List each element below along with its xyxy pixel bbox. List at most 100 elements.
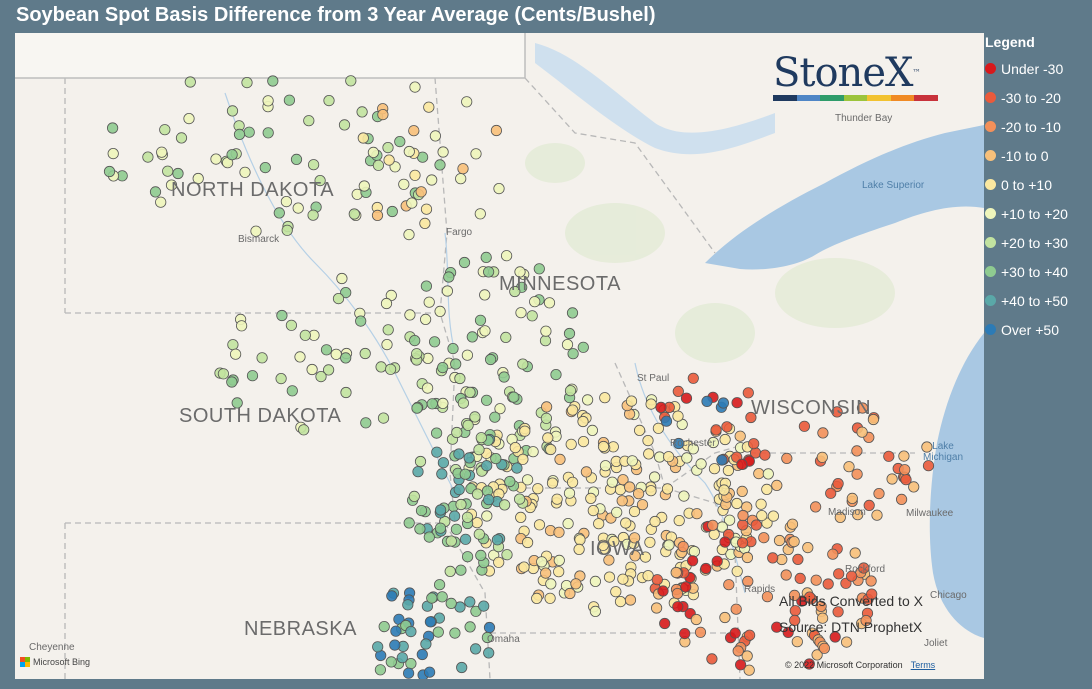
basis-point[interactable] (873, 487, 885, 500)
basis-point[interactable] (761, 591, 774, 603)
basis-point[interactable] (624, 594, 637, 606)
basis-point[interactable] (753, 467, 765, 480)
basis-point[interactable] (377, 412, 390, 424)
basis-point[interactable] (849, 547, 861, 559)
basis-point[interactable] (474, 314, 487, 326)
basis-point[interactable] (895, 493, 908, 505)
basis-point[interactable] (107, 148, 119, 160)
basis-point[interactable] (608, 535, 620, 547)
basis-point[interactable] (436, 468, 448, 480)
basis-point[interactable] (403, 517, 415, 529)
basis-point[interactable] (437, 457, 449, 469)
basis-point[interactable] (385, 656, 397, 668)
basis-point[interactable] (620, 517, 632, 529)
basis-point[interactable] (831, 406, 843, 418)
basis-point[interactable] (236, 320, 248, 332)
basis-point[interactable] (661, 483, 674, 495)
basis-point[interactable] (803, 658, 815, 670)
basis-point[interactable] (483, 621, 496, 634)
basis-point[interactable] (771, 479, 783, 491)
basis-point[interactable] (280, 196, 292, 208)
basis-point[interactable] (723, 579, 735, 591)
basis-point[interactable] (649, 515, 661, 528)
basis-point[interactable] (732, 645, 744, 657)
basis-point[interactable] (815, 600, 827, 613)
basis-point[interactable] (456, 661, 468, 674)
basis-point[interactable] (662, 451, 675, 463)
basis-point[interactable] (390, 625, 402, 637)
basis-point[interactable] (719, 433, 731, 446)
basis-point[interactable] (540, 401, 553, 413)
basis-point[interactable] (731, 397, 743, 409)
basis-point[interactable] (437, 361, 449, 374)
basis-point[interactable] (540, 412, 553, 424)
basis-point[interactable] (736, 485, 748, 497)
basis-point[interactable] (428, 336, 441, 348)
basis-point[interactable] (466, 331, 478, 343)
basis-point[interactable] (561, 338, 574, 351)
basis-point[interactable] (430, 427, 443, 439)
basis-point[interactable] (553, 566, 565, 578)
basis-point[interactable] (454, 372, 466, 385)
basis-point[interactable] (381, 338, 393, 351)
basis-point[interactable] (567, 348, 579, 360)
basis-point[interactable] (509, 441, 521, 454)
basis-point[interactable] (843, 461, 855, 473)
basis-point[interactable] (262, 95, 274, 107)
basis-point[interactable] (645, 485, 657, 497)
basis-point[interactable] (846, 492, 858, 504)
basis-point[interactable] (479, 325, 491, 337)
basis-point[interactable] (628, 532, 641, 544)
basis-point[interactable] (566, 404, 579, 416)
terms-link[interactable]: Terms (910, 660, 936, 670)
basis-point[interactable] (481, 460, 493, 472)
basis-point[interactable] (871, 509, 883, 521)
basis-point[interactable] (500, 331, 512, 343)
basis-point[interactable] (866, 588, 878, 600)
basis-point[interactable] (554, 453, 566, 465)
basis-point[interactable] (382, 324, 394, 336)
basis-point[interactable] (175, 132, 188, 144)
legend-item[interactable]: +40 to +50 (985, 286, 1090, 315)
basis-point[interactable] (411, 348, 423, 360)
basis-point[interactable] (745, 411, 757, 424)
basis-point[interactable] (445, 597, 457, 610)
basis-point[interactable] (553, 526, 565, 538)
basis-point[interactable] (414, 455, 427, 468)
basis-point[interactable] (403, 229, 415, 241)
basis-point[interactable] (298, 424, 310, 436)
basis-point[interactable] (355, 315, 367, 327)
basis-point[interactable] (411, 402, 423, 414)
basis-point[interactable] (562, 517, 574, 530)
basis-point[interactable] (553, 554, 565, 567)
basis-point[interactable] (636, 499, 649, 511)
basis-point[interactable] (423, 101, 435, 113)
basis-point[interactable] (832, 477, 844, 490)
basis-point[interactable] (616, 495, 628, 507)
basis-point[interactable] (451, 426, 463, 439)
basis-point[interactable] (786, 518, 799, 530)
basis-point[interactable] (529, 296, 541, 308)
basis-point[interactable] (659, 617, 671, 630)
basis-point[interactable] (736, 458, 748, 470)
basis-point[interactable] (372, 159, 384, 171)
basis-point[interactable] (294, 351, 306, 363)
basis-point[interactable] (398, 178, 410, 190)
basis-point[interactable] (809, 501, 822, 513)
basis-point[interactable] (481, 631, 493, 644)
basis-point[interactable] (788, 589, 801, 602)
basis-point[interactable] (409, 334, 421, 347)
basis-point[interactable] (673, 437, 685, 450)
basis-point[interactable] (729, 627, 741, 639)
basis-point[interactable] (908, 481, 920, 493)
basis-point[interactable] (883, 450, 895, 462)
basis-point[interactable] (259, 162, 271, 174)
basis-point[interactable] (437, 146, 449, 158)
basis-point[interactable] (773, 534, 786, 547)
basis-point[interactable] (708, 463, 721, 475)
basis-point[interactable] (420, 638, 432, 650)
basis-point[interactable] (565, 438, 577, 450)
basis-point[interactable] (262, 127, 274, 139)
basis-point[interactable] (307, 209, 319, 221)
basis-point[interactable] (518, 561, 530, 573)
